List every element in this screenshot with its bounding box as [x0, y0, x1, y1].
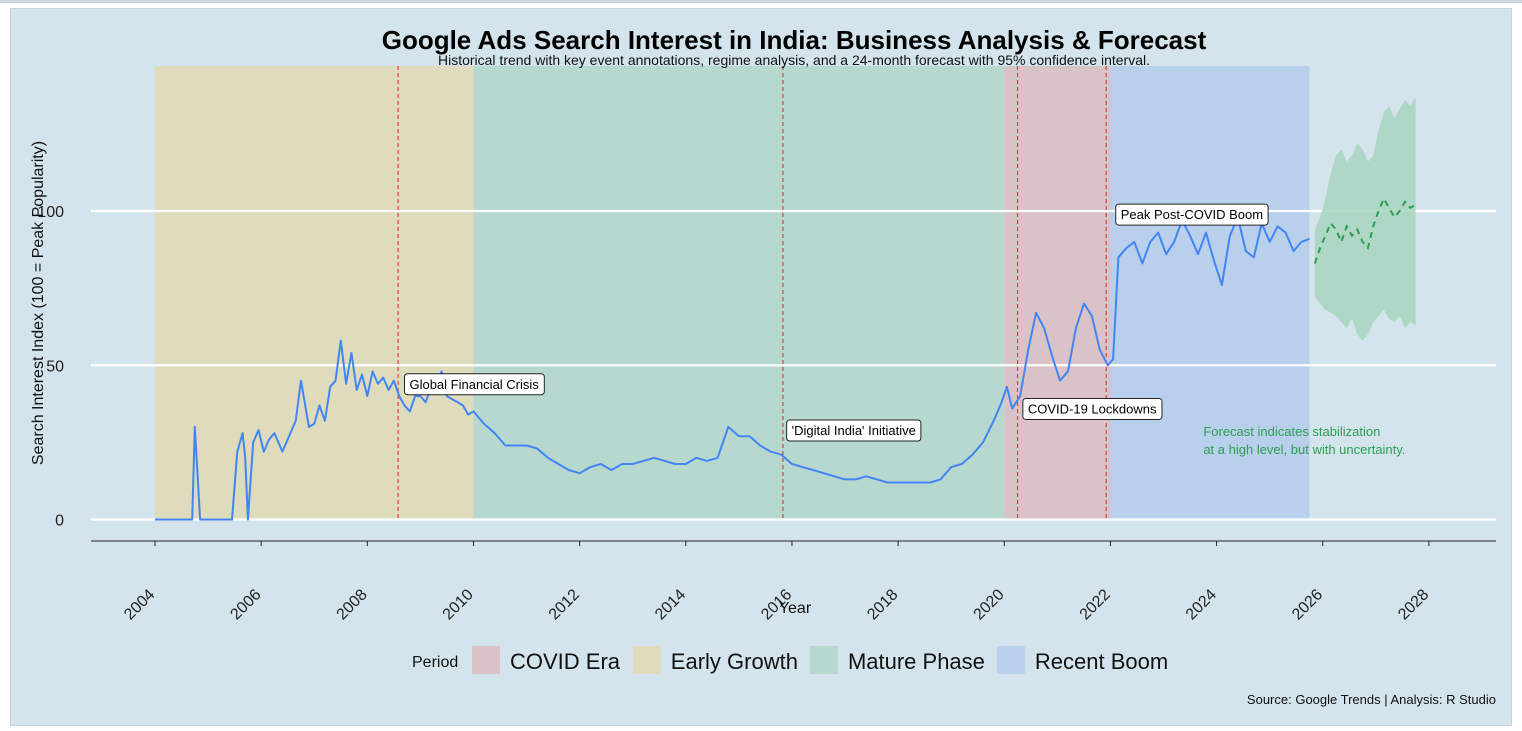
top-border [0, 0, 1522, 3]
forecast-line [1313, 196, 1417, 264]
legend-swatch-mature-phase [809, 646, 838, 674]
legend-title: Period [412, 654, 458, 671]
annotation-label: COVID-19 Lockdowns [1028, 401, 1157, 416]
x-tick-label-2012: 2012 [546, 586, 583, 623]
x-tick-label-2026: 2026 [1289, 586, 1326, 623]
annotation-3: Peak Post-COVID Boom [1115, 203, 1269, 226]
forecast-note-line-1: at a high level, but with uncertainty. [1203, 442, 1405, 457]
x-ticks: 2004 2006 2008 2010 2012 2014 2016 2018 2020 2022… [121, 541, 1432, 623]
chart-title: Google Ads Search Interest in India: Bus… [382, 25, 1207, 55]
annotation-1: 'Digital India' Initiative [786, 419, 922, 442]
legend-label-covid-era: COVID Era [510, 649, 621, 674]
legend-label-mature-phase: Mature Phase [848, 649, 985, 674]
annotation-box [786, 419, 922, 442]
event-lines [397, 66, 1107, 520]
x-tick-label-2014: 2014 [652, 586, 689, 623]
y-ticks: 0 50 100 [37, 204, 64, 530]
annotation-box [1022, 397, 1163, 420]
regime-band-mature-phase [473, 66, 1005, 520]
x-tick-label-2004: 2004 [121, 586, 158, 623]
y-tick-label-0: 0 [55, 513, 64, 530]
legend-label-recent-boom: Recent Boom [1035, 649, 1168, 674]
legend-swatch-recent-boom [996, 646, 1025, 674]
history-line [155, 216, 1310, 521]
legend-label-early-growth: Early Growth [671, 649, 798, 674]
annotation-label: Peak Post-COVID Boom [1121, 207, 1263, 222]
regime-band-early-growth [155, 66, 474, 520]
regime-band-recent-boom [1110, 66, 1310, 520]
chart-subtitle: Historical trend with key event annotati… [438, 52, 1150, 68]
forecast-confidence-band [1314, 96, 1416, 341]
regime-bands [155, 66, 1310, 520]
annotation-label: Global Financial Crisis [409, 377, 539, 392]
annotation-label: 'Digital India' Initiative [792, 423, 916, 438]
annotations: Global Financial Crisis 'Digital India' I… [403, 203, 1405, 457]
chart-caption: Source: Google Trends | Analysis: R Stud… [1247, 692, 1496, 707]
forecast-note-line-0: Forecast indicates stabilization [1203, 424, 1380, 439]
y-tick-label-100: 100 [37, 204, 64, 221]
annotation-box [403, 373, 545, 396]
y-axis-label: Search Interest Index (100 = Peak Popula… [30, 141, 47, 465]
x-tick-label-2010: 2010 [440, 586, 477, 623]
annotation-0: Global Financial Crisis [403, 373, 545, 396]
legend-swatch-covid-era [472, 646, 500, 674]
x-tick-label-2006: 2006 [227, 586, 264, 623]
x-tick-label-2028: 2028 [1395, 586, 1432, 623]
legend-swatch-early-growth [632, 646, 661, 674]
x-tick-label-2024: 2024 [1183, 586, 1220, 623]
annotation-box [1115, 203, 1269, 226]
confidence-interval-area [1314, 96, 1416, 341]
annotation-2: COVID-19 Lockdowns [1022, 397, 1163, 420]
x-tick-label-2022: 2022 [1077, 586, 1114, 623]
x-axis-label: Year [779, 600, 812, 617]
series-lines [155, 196, 1417, 521]
x-tick-label-2020: 2020 [971, 586, 1008, 623]
regime-band-covid-era [1004, 66, 1111, 520]
y-tick-label-50: 50 [46, 358, 64, 375]
x-tick-label-2018: 2018 [864, 586, 901, 623]
legend: Period COVID Era Early Growth Mature Phase… [412, 646, 1168, 674]
x-tick-label-2008: 2008 [334, 586, 371, 623]
